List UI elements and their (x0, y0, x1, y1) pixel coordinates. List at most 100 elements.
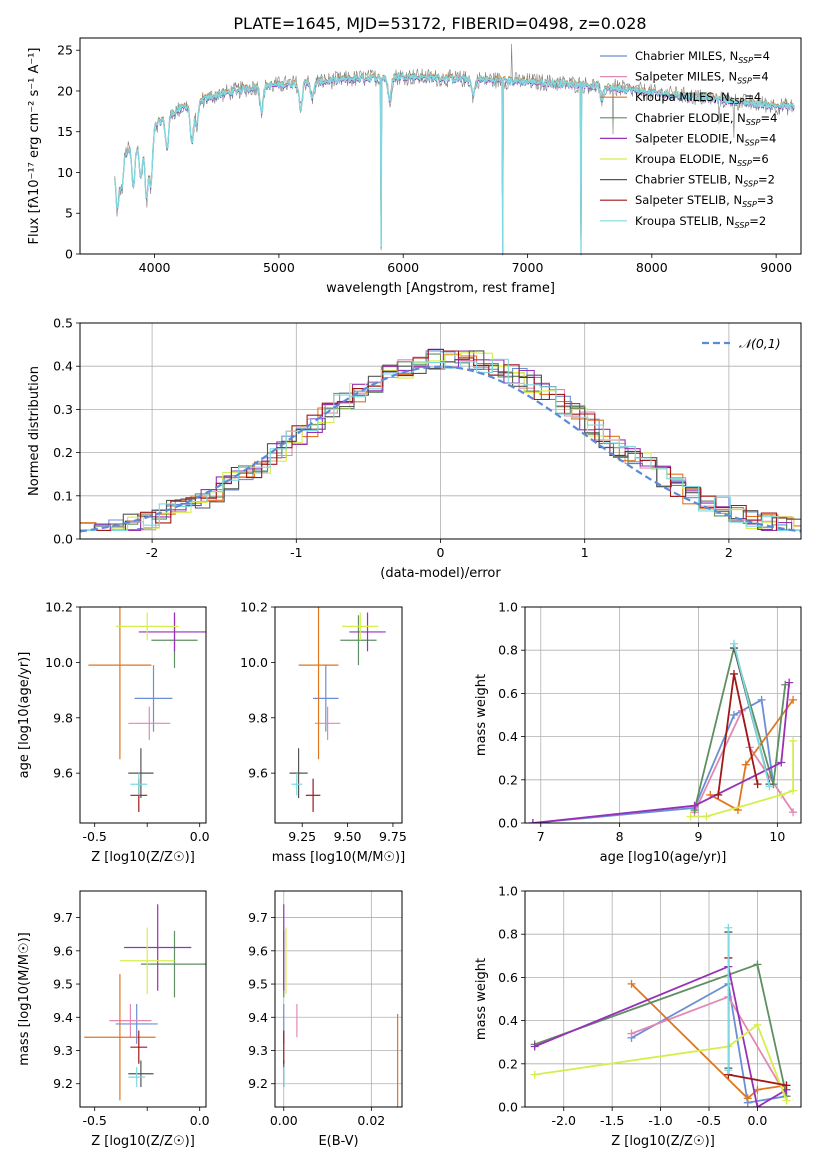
x-axis-label: Z [log10(Z/Z☉)] (91, 850, 195, 865)
x-tick-label: 10 (769, 829, 785, 844)
residuals-panel: -2 -1 0 1 2 0.0 0.1 0.2 0.3 0.4 0.5 (data-model)/er… (27, 316, 802, 581)
x-tick-label: 1 (581, 545, 589, 560)
x-tick-label: 0.02 (357, 1113, 385, 1128)
y-tick-label: 9.3 (248, 1043, 268, 1058)
mass-weight-point (686, 812, 695, 821)
y-tick-label: 10.2 (45, 600, 73, 615)
legend-entry-subscript: SSP (730, 97, 745, 106)
mass-weight-point (724, 1066, 733, 1075)
y-tick-label: 10.2 (240, 600, 268, 615)
y-tick-label: 0.3 (53, 402, 73, 417)
mass-weight-point (714, 790, 723, 799)
y-tick-label: 0.1 (53, 488, 73, 503)
y-tick-label: 15 (57, 124, 73, 139)
spectrum-panel: 4000 5000 6000 7000 8000 9000 0 5 10 15 20 25 wavele… (27, 37, 802, 296)
legend-entry: Chabrier MILES, NSSP=4 (635, 49, 770, 65)
x-tick-label: 9.25 (288, 829, 316, 844)
mass-weight-point (789, 736, 798, 745)
x-axis-label: Z [log10(Z/Z☉)] (91, 1134, 195, 1149)
y-tick-label: 0 (65, 247, 73, 262)
mass-weight-point (530, 1042, 539, 1051)
x-axis-label: E(B-V) (318, 1134, 358, 1149)
axes-frame (79, 890, 207, 1108)
mass-weight-series (534, 1023, 788, 1101)
legend-entry-subscript: SSP (746, 118, 761, 127)
x-tick-label: 9000 (760, 260, 792, 275)
axes-frame (274, 890, 403, 1108)
y-tick-label: 1.0 (498, 600, 518, 615)
mass-weight-series (532, 682, 791, 823)
x-tick-label: 0 (437, 545, 445, 560)
legend-entry-value: =4 (753, 49, 770, 63)
mass-weight-point (753, 1020, 762, 1029)
mass-vs-reddening-panel: 0.00 0.02 9.2 9.3 9.4 9.5 9.6 9.7 E(B-V) (248, 890, 403, 1149)
legend-entry-value: =2 (758, 173, 775, 187)
mass-weight-point (753, 1103, 762, 1107)
x-tick-label: 2 (725, 545, 733, 560)
legend-entry-value: =2 (749, 214, 766, 228)
y-tick-label: 0.5 (53, 316, 73, 331)
x-tick-label: -0.5 (83, 1113, 107, 1128)
y-tick-label: 10.0 (240, 655, 268, 670)
y-tick-label: 9.6 (53, 943, 73, 958)
y-tick-label: 0.8 (498, 643, 518, 658)
axes-frame (524, 606, 802, 824)
x-axis-label: Z [log10(Z/Z☉)] (611, 1134, 715, 1149)
mass-weight-point (789, 695, 798, 704)
x-tick-label: 0.0 (190, 1113, 210, 1128)
legend-entry-subscript: SSP (743, 180, 758, 189)
y-axis-label: mass [log10(M/M☉)] (17, 932, 32, 1065)
mass-weight-point (785, 678, 794, 687)
axes-frame (79, 606, 207, 824)
mass-weight-point (789, 786, 798, 795)
mass-weight-point (777, 790, 786, 799)
mass-weight-vs-metallicity-panel: -2.0 -1.5 -1.0 -0.5 0.0 0.0 0.2 0.4 0.6 0.8 1.0 Z [… (474, 884, 802, 1149)
mass-weight-series (693, 644, 787, 811)
mass-weight-point (757, 695, 766, 704)
mass-weight-point (729, 639, 738, 648)
y-tick-label: 9.7 (248, 910, 268, 925)
legend-entry-text: Salpeter MILES, N (635, 70, 737, 84)
legend-entry-subscript: SSP (737, 77, 752, 86)
x-axis-label: age [log10(age/yr)] (600, 850, 727, 865)
legend-entry-value: =4 (761, 111, 778, 125)
legend-entry-text: Kroupa MILES, N (635, 90, 730, 104)
y-tick-label: 9.2 (248, 1076, 268, 1091)
histogram-series (80, 350, 801, 531)
legend-entry-value: =3 (757, 193, 774, 207)
x-tick-label: -1 (290, 545, 302, 560)
histogram-series (80, 348, 801, 531)
legend-entry-value: =4 (759, 131, 776, 145)
mass-weight-series (733, 643, 771, 787)
mass-weight-series (693, 707, 794, 813)
x-tick-label: -0.5 (83, 829, 107, 844)
mass-weight-point (690, 801, 699, 810)
y-tick-label: 0.0 (498, 1100, 518, 1115)
mass-weight-point (753, 780, 762, 789)
legend-entry-value: =4 (752, 70, 769, 84)
y-tick-label: 0.2 (53, 445, 73, 460)
y-tick-label: 0.4 (498, 729, 518, 744)
mass-weight-point (702, 812, 711, 821)
y-axis-label: mass weight (474, 674, 489, 756)
mass-vs-metallicity-panel: -0.5 0.0 9.2 9.3 9.4 9.5 9.6 9.7 Z [log10(Z/Z☉)]… (17, 890, 210, 1149)
x-tick-label: 9 (695, 829, 703, 844)
mass-weight-point (627, 979, 636, 988)
mass-weight-point (743, 1094, 752, 1103)
y-tick-label: 9.2 (53, 1076, 73, 1091)
x-tick-label: 0.0 (747, 1113, 767, 1128)
mass-weight-point (753, 1085, 762, 1094)
legend-entry: Salpeter STELIB, NSSP=3 (635, 193, 774, 209)
y-axis-label: Flux [fλ10⁻¹⁷ erg cm⁻² s⁻¹ A⁻¹] (27, 48, 42, 245)
x-tick-label: -2 (146, 545, 158, 560)
y-tick-label: 0.4 (53, 359, 73, 374)
mass-weight-point (753, 960, 762, 969)
legend-entry-text: Chabrier STELIB, N (635, 173, 743, 187)
mass-weight-point (789, 808, 798, 817)
mass-weight-point (782, 1096, 791, 1105)
mass-weight-point (729, 669, 738, 678)
axes-frame (274, 606, 403, 824)
y-tick-label: 5 (65, 206, 73, 221)
mass-weight-series (709, 699, 794, 812)
